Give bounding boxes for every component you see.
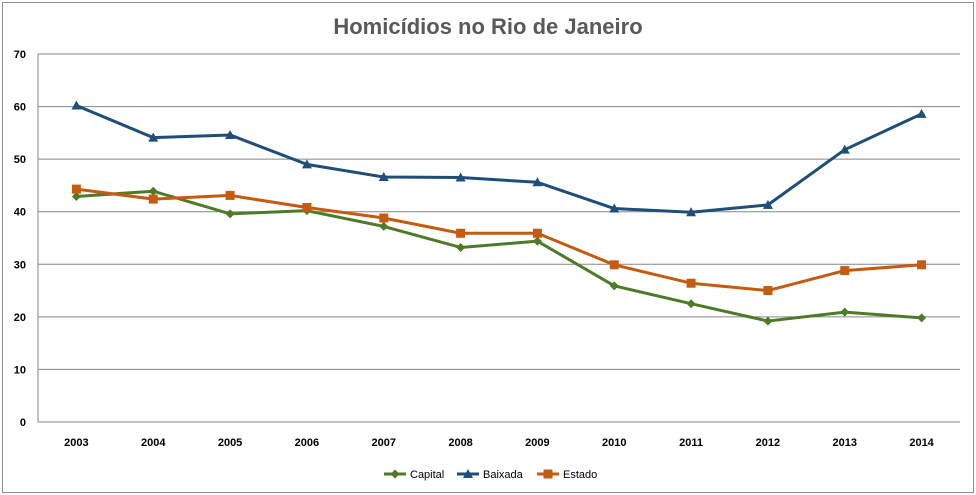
point-baixada-2010: [609, 203, 620, 213]
x-tick-label-2007: 2007: [372, 437, 396, 449]
point-capital-2013: [840, 307, 850, 317]
point-capital-2007: [379, 221, 389, 231]
legend-marker-capital: [390, 469, 400, 479]
y-tick-label-10: 10: [14, 364, 26, 376]
point-estado-2003: [71, 184, 81, 194]
point-baixada-2004: [148, 132, 159, 142]
series-lines: [75, 104, 923, 323]
legend-label-baixada: Baixada: [483, 469, 524, 481]
y-tick-label-0: 0: [20, 417, 26, 429]
x-tick-label-2013: 2013: [833, 437, 857, 449]
x-tick-label-2012: 2012: [756, 437, 780, 449]
point-capital-2004: [148, 186, 158, 196]
point-estado-2004: [148, 194, 158, 204]
x-tick-label-2004: 2004: [141, 437, 166, 449]
point-estado-2011: [686, 278, 696, 288]
point-baixada-2013: [839, 144, 850, 154]
point-estado-2008: [456, 228, 466, 238]
series-line-baixada: [75, 104, 923, 214]
legend: Capital Baixada Estado: [384, 469, 597, 481]
point-capital-2014: [917, 313, 927, 323]
point-baixada-2006: [301, 159, 312, 169]
x-tick-label-2014: 2014: [909, 437, 934, 449]
x-tick-label-2005: 2005: [218, 437, 242, 449]
chart-title: Homicídios no Rio de Janeiro: [333, 14, 642, 39]
point-estado-2010: [609, 260, 619, 270]
point-estado-2006: [302, 203, 312, 213]
point-estado-2005: [225, 190, 235, 200]
x-tick-label-2009: 2009: [525, 437, 549, 449]
point-baixada-2005: [225, 129, 236, 139]
legend-label-estado: Estado: [563, 469, 597, 481]
x-axis-ticks: 2003 2004 2005 2006 2007 2008 2009 2010 2011 2012…: [64, 437, 935, 449]
axes: [37, 54, 960, 423]
y-tick-label-50: 50: [14, 154, 26, 166]
point-estado-2014: [917, 260, 927, 270]
point-estado-2013: [840, 266, 850, 276]
gridlines: [38, 53, 960, 370]
point-estado-2009: [532, 228, 542, 238]
point-baixada-2008: [455, 172, 466, 182]
y-tick-label-40: 40: [14, 207, 26, 219]
y-tick-label-60: 60: [14, 102, 26, 114]
point-estado-2012: [763, 286, 773, 296]
point-capital-2008: [456, 242, 466, 252]
x-tick-label-2010: 2010: [602, 437, 626, 449]
series-markers: [71, 100, 927, 326]
point-baixada-2003: [71, 100, 82, 110]
series-line-estado: [76, 187, 922, 293]
point-capital-2003: [71, 191, 81, 201]
point-estado-2007: [379, 213, 389, 223]
x-tick-label-2008: 2008: [448, 437, 472, 449]
point-capital-2005: [225, 209, 235, 219]
point-baixada-2012: [762, 199, 773, 209]
point-capital-2010: [609, 281, 619, 291]
x-tick-label-2011: 2011: [679, 437, 703, 449]
point-capital-2012: [763, 316, 773, 326]
legend-marker-estado: [543, 469, 553, 479]
point-baixada-2007: [378, 172, 389, 182]
point-baixada-2014: [916, 108, 927, 118]
legend-marker-baixada: [463, 469, 473, 478]
point-baixada-2009: [532, 177, 543, 187]
y-tick-label-30: 30: [14, 259, 26, 271]
y-axis-ticks: 0 10 20 30 40 50 60 70: [14, 49, 26, 429]
y-tick-label-20: 20: [14, 312, 26, 324]
point-capital-2011: [686, 299, 696, 309]
point-baixada-2011: [686, 207, 697, 217]
legend-label-capital: Capital: [410, 469, 444, 481]
point-capital-2009: [532, 236, 542, 246]
y-tick-label-70: 70: [14, 49, 26, 61]
x-tick-label-2003: 2003: [64, 437, 88, 449]
series-line-capital: [76, 189, 922, 323]
x-tick-label-2006: 2006: [295, 437, 319, 449]
